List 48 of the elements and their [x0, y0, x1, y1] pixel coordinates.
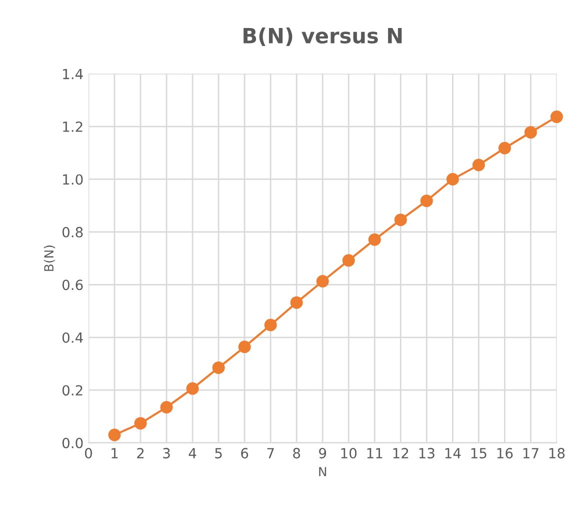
chart-title: B(N) versus N — [244, 27, 402, 46]
x-tick-label: 7 — [267, 448, 274, 458]
point — [290, 296, 303, 309]
point — [212, 361, 225, 374]
point — [524, 126, 537, 139]
x-tick-label: 12 — [393, 448, 408, 458]
point — [394, 214, 407, 226]
x-tick-label: 13 — [419, 448, 434, 458]
y-tick-label: 0.6 — [62, 280, 83, 290]
x-tick-label: 4 — [188, 448, 196, 458]
point — [264, 318, 277, 332]
x-axis-title: N — [319, 467, 326, 476]
point — [342, 254, 355, 267]
point — [368, 233, 381, 246]
point — [446, 172, 459, 186]
x-tick-label: 2 — [137, 448, 144, 458]
y-tick-label: 0.4 — [62, 332, 83, 343]
y-tick-label: 1.0 — [63, 174, 83, 185]
x-tick-label: 10 — [341, 448, 357, 458]
y-tick-label: 0.8 — [62, 226, 83, 238]
x-tick-label: 1 — [112, 448, 118, 458]
x-tick-label: 6 — [241, 448, 248, 458]
point — [160, 400, 173, 414]
x-tick-label: 18 — [549, 448, 565, 458]
x-tick-label: 3 — [163, 448, 170, 458]
y-tick-label: 0.2 — [62, 385, 82, 396]
x-tick-label: 17 — [523, 448, 538, 458]
y-tick-label: 1.4 — [63, 68, 83, 80]
x-tick-label: 0 — [85, 448, 92, 458]
y-axis-title: B(N) — [44, 246, 56, 271]
x-tick-label: 8 — [293, 448, 300, 458]
point — [498, 142, 511, 154]
point — [472, 158, 485, 172]
x-tick-label: 5 — [215, 448, 222, 458]
point — [108, 428, 121, 442]
x-tick-label: 16 — [497, 448, 513, 458]
x-tick-label: 9 — [319, 448, 326, 458]
y-tick-label: 1.2 — [63, 121, 82, 132]
point — [238, 340, 251, 354]
point — [134, 417, 147, 430]
y-tick-label: 0.0 — [62, 438, 83, 448]
point — [550, 110, 563, 124]
x-tick-label: 14 — [445, 448, 461, 458]
point — [420, 194, 433, 208]
x-tick-label: 11 — [367, 448, 382, 458]
x-tick-label: 15 — [471, 448, 486, 458]
point — [186, 382, 199, 395]
point — [316, 275, 329, 288]
